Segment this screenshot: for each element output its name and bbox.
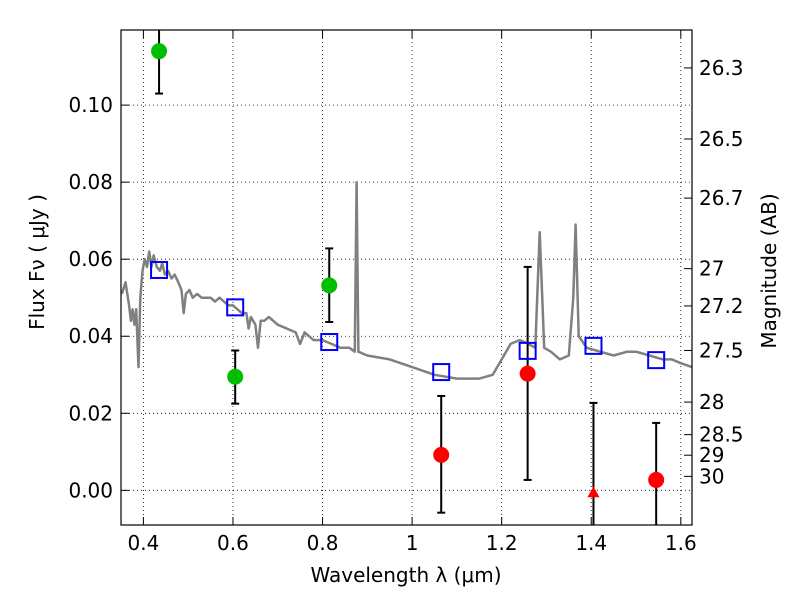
model-flux-square (432, 363, 451, 382)
x-tick-label: 0.8 (307, 531, 339, 555)
x-axis-title: Wavelength λ (μm) (310, 563, 501, 587)
data-marks-unclipped (150, 30, 666, 525)
model-flux-square (226, 298, 245, 317)
y-tick-label: 0.06 (68, 247, 113, 271)
magnitude-tick-label: 30 (699, 464, 724, 488)
y-axis: 0.00 0.02 0.04 0.06 0.08 0.10 (68, 93, 129, 502)
magnitude-tick-label: 26.5 (699, 127, 744, 151)
x-tick-label: 1 (406, 531, 419, 555)
y-tick-label: 0.00 (68, 478, 113, 502)
model-flux-square (647, 351, 666, 370)
y-tick-label: 0.04 (68, 324, 113, 348)
magnitude-axis-title: Magnitude (AB) (757, 193, 781, 348)
model-flux-square (518, 341, 537, 360)
magnitude-tick-label: 27.5 (699, 338, 744, 362)
magnitude-tick-label: 26.7 (699, 186, 744, 210)
flux-point (519, 365, 536, 382)
magnitude-tick-label: 29 (699, 443, 724, 467)
x-axis: 0.4 0.6 0.8 1 1.2 1.4 1.6 (127, 30, 697, 555)
x-tick-label: 0.4 (127, 531, 159, 555)
plot-area (121, 30, 692, 525)
x-tick-label: 0.6 (217, 531, 249, 555)
model-flux-square (320, 333, 339, 352)
model-flux-square (150, 260, 169, 279)
grid-lines (121, 30, 692, 525)
magnitude-tick-label: 27.2 (699, 294, 744, 318)
magnitude-tick-label: 28.5 (699, 423, 744, 447)
model-spectrum-line (121, 180, 692, 380)
plot-frame (120, 29, 693, 526)
x-tick-label: 1.4 (575, 531, 607, 555)
upper-limit-point (587, 486, 600, 498)
magnitude-tick-label: 27 (699, 257, 724, 281)
magnitude-tick-label: 28 (699, 390, 724, 414)
flux-point (433, 446, 450, 463)
x-tick-label: 1.6 (665, 531, 697, 555)
y-axis-title: Flux Fν ( μJy ) (25, 194, 49, 330)
flux-point (648, 471, 665, 488)
y-tick-label: 0.08 (68, 170, 113, 194)
model-flux-square (584, 336, 603, 355)
y-tick-label: 0.10 (68, 93, 113, 117)
flux-point (321, 277, 338, 294)
flux-point (227, 368, 244, 385)
data-marks (121, 180, 692, 380)
y-tick-label: 0.02 (68, 401, 113, 425)
magnitude-tick-label: 26.3 (699, 56, 744, 80)
x-tick-label: 1.2 (486, 531, 518, 555)
flux-point (151, 43, 168, 60)
